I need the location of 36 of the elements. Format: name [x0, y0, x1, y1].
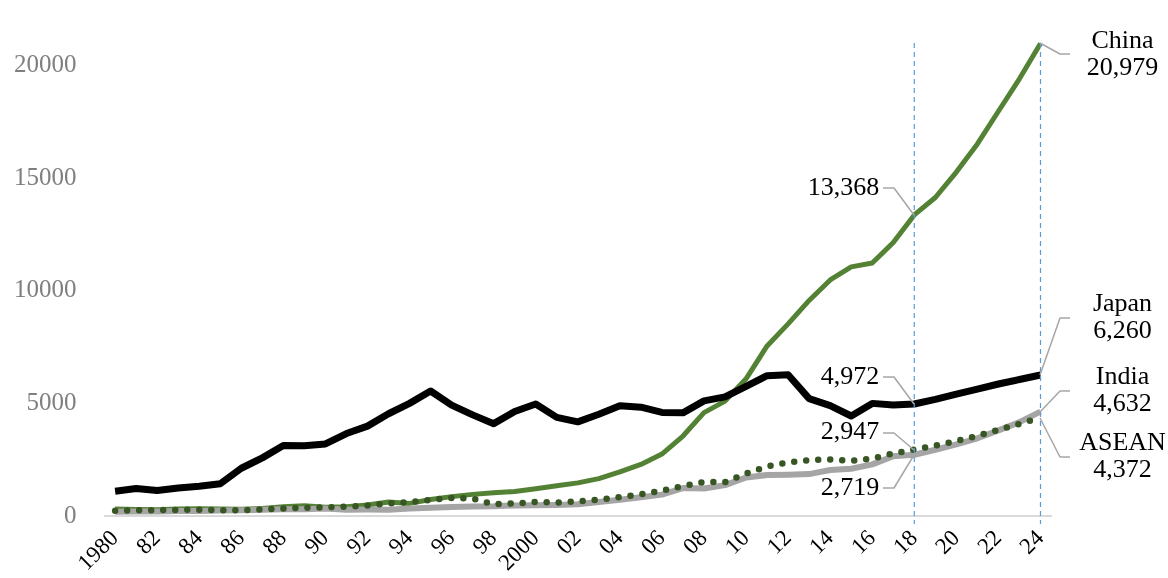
x-tick-label: 92 [341, 524, 376, 559]
x-tick-label: 06 [635, 524, 670, 559]
x-tick-label: 86 [215, 524, 250, 559]
x-tick-label: 04 [593, 524, 629, 559]
x-tick-label: 16 [846, 524, 881, 559]
x-tick-label: 88 [257, 524, 292, 559]
x-tick-label: 02 [551, 524, 586, 559]
y-tick-label: 10000 [14, 275, 77, 303]
text: India [1095, 361, 1150, 390]
x-tick-label: 90 [299, 524, 334, 559]
x-tick-label: 14 [804, 524, 839, 559]
data-label: 2,947 [820, 416, 880, 446]
x-tick-label: 10 [719, 524, 754, 559]
data-label: 6,260 [1093, 315, 1152, 345]
data-label: 13,368 [807, 171, 880, 201]
x-tick-label: 18 [888, 524, 923, 559]
data-label: 4,632 [1093, 388, 1152, 417]
text: Japan [1092, 288, 1153, 318]
y-tick-label: 5000 [26, 387, 77, 415]
x-tick-label: 12 [761, 524, 796, 559]
series-label: China [1091, 24, 1154, 54]
series-label: ASEAN [1079, 426, 1167, 456]
x-tick-label: 96 [425, 524, 460, 559]
data-label: 2,719 [820, 471, 880, 501]
data-label: 4,972 [820, 360, 880, 390]
x-tick-label: 84 [173, 524, 208, 559]
x-tick-label: 82 [131, 524, 165, 559]
x-tick-label: 20 [930, 524, 965, 559]
y-tick-label: 20000 [14, 50, 77, 78]
x-tick-label: 22 [972, 524, 1007, 559]
data-label: 20,979 [1086, 51, 1159, 81]
x-tick-label: 94 [383, 524, 418, 559]
x-tick-label: 24 [1014, 524, 1049, 559]
x-tick-label: 08 [677, 524, 712, 559]
y-tick-label: 15000 [14, 162, 77, 190]
data-label: 4,372 [1093, 453, 1152, 483]
